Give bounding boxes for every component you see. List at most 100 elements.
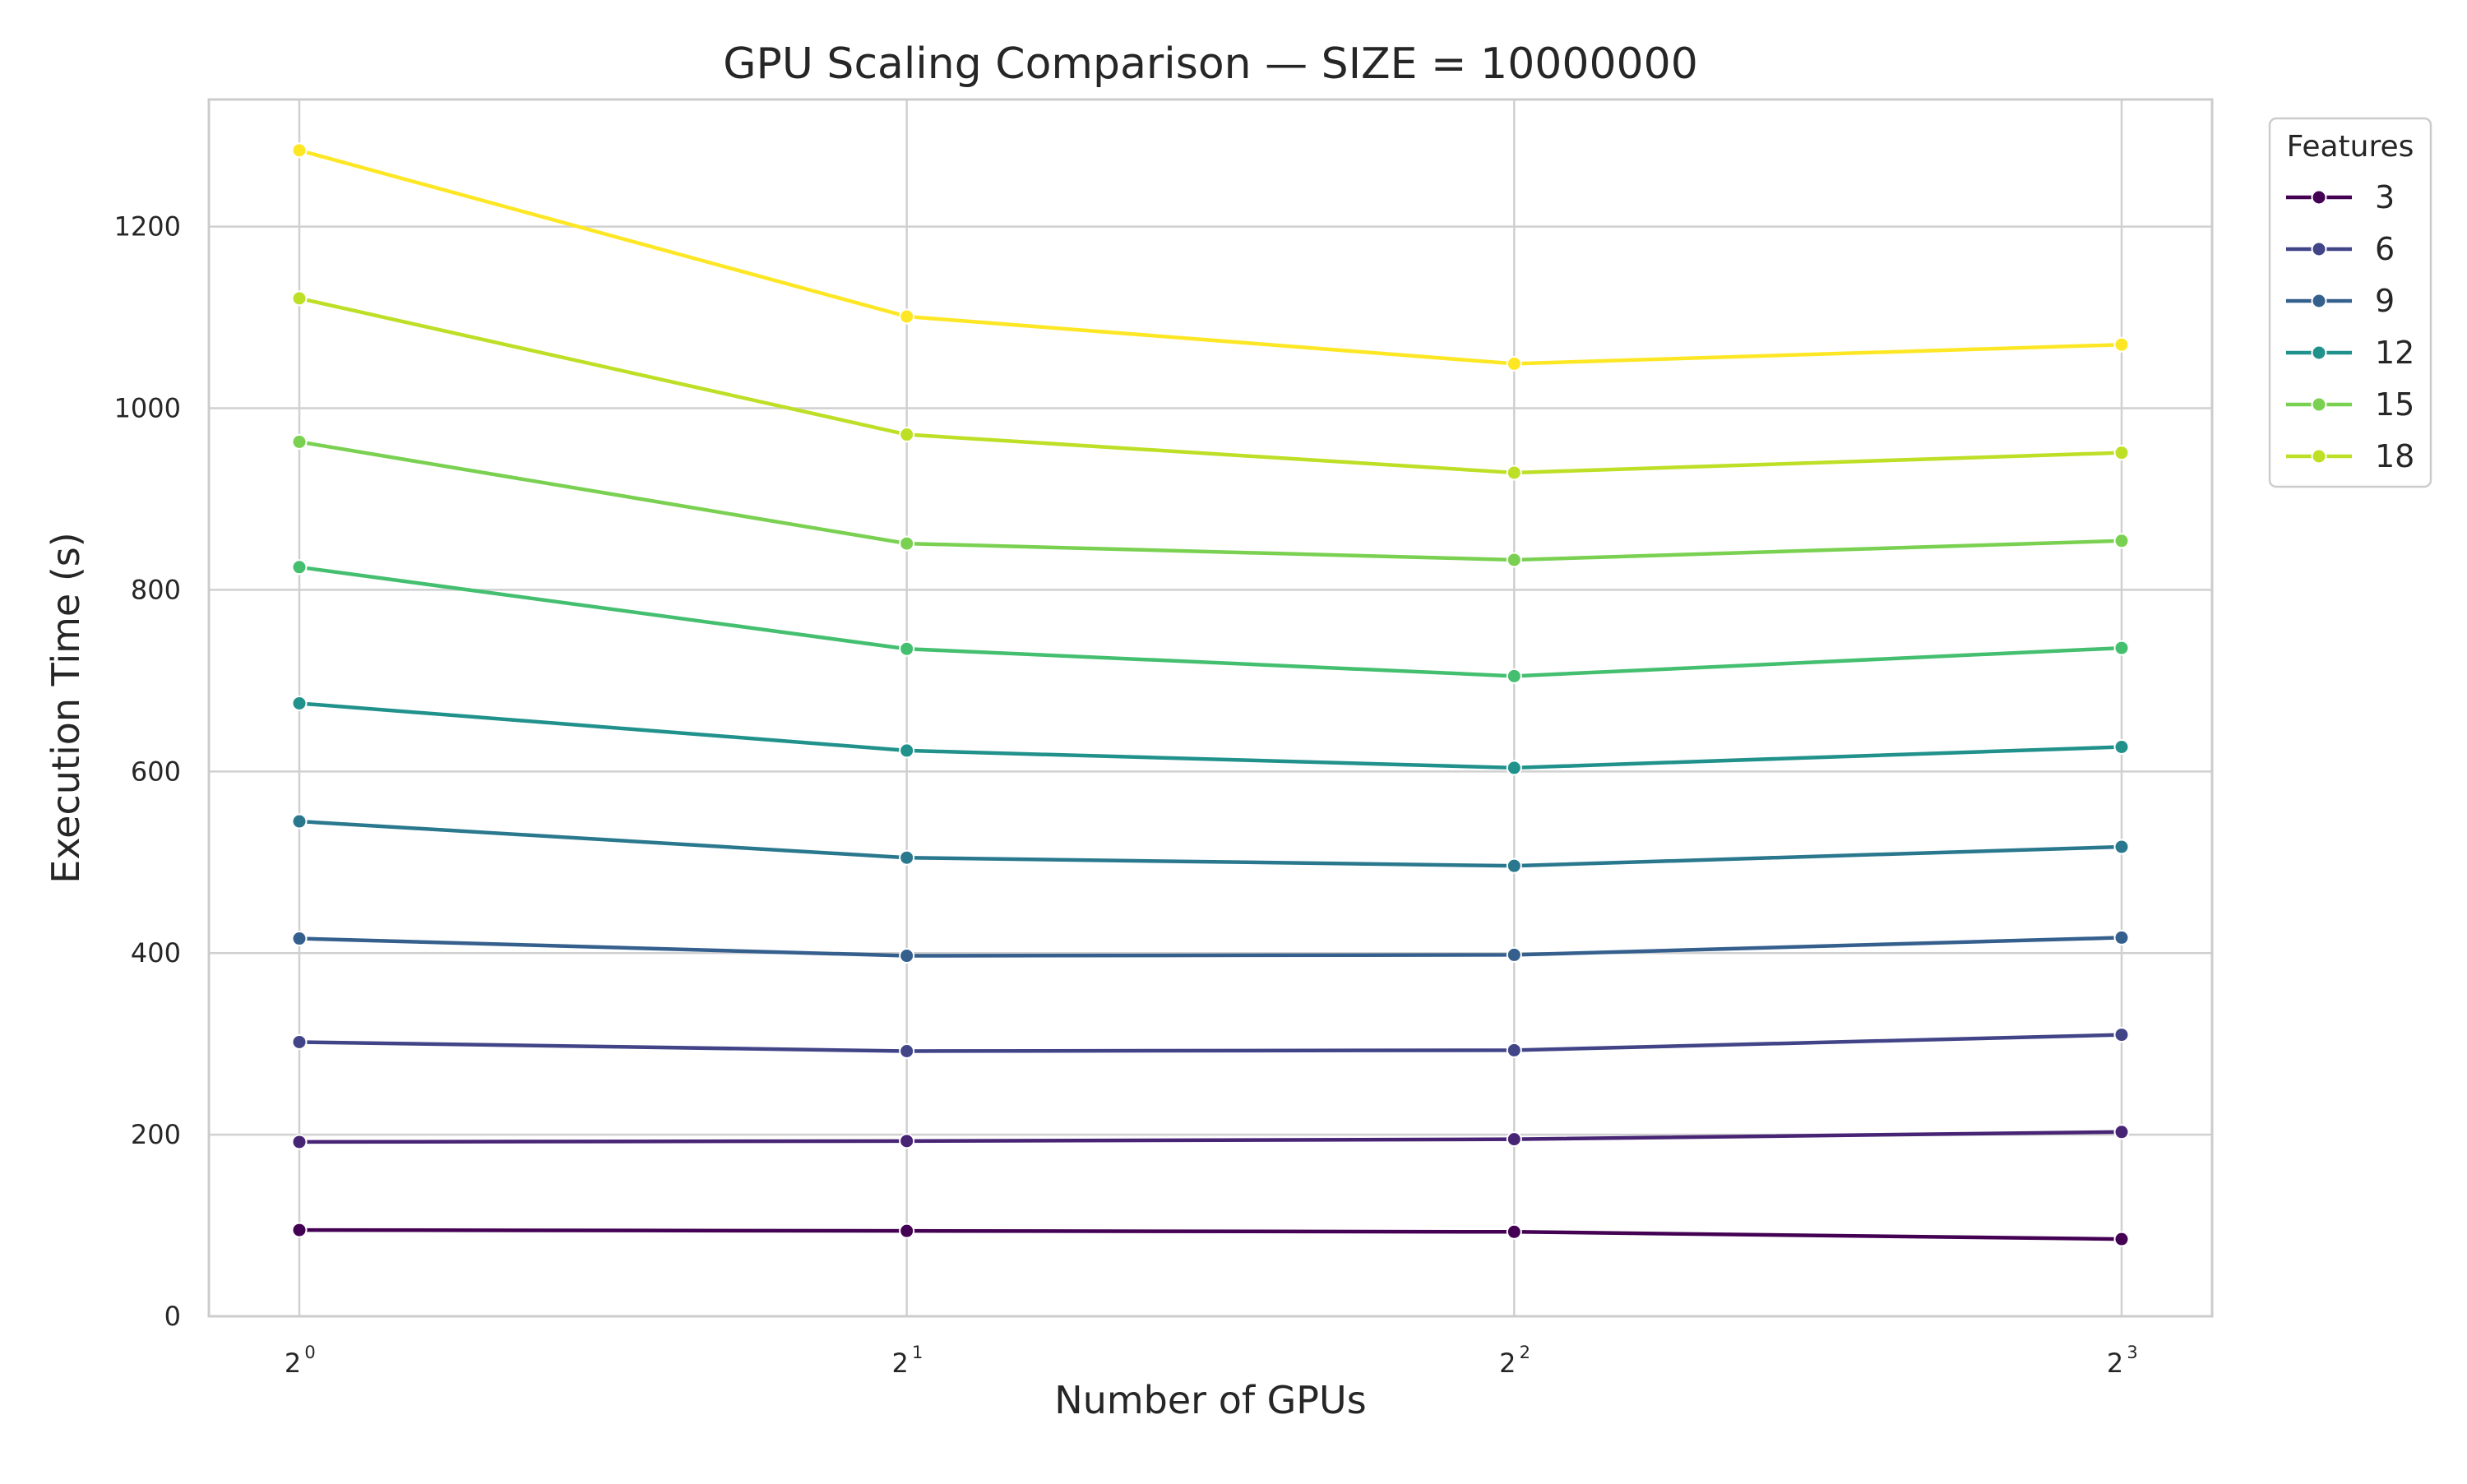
data-point	[1506, 1042, 1522, 1058]
legend-item: 15	[2286, 386, 2414, 423]
data-point	[1506, 668, 1522, 684]
data-point	[899, 849, 915, 866]
legend-swatch-marker	[2311, 293, 2327, 309]
data-point	[899, 640, 915, 657]
y-tick-label: 200	[131, 1119, 181, 1150]
data-point	[291, 559, 308, 576]
legend-title: Features	[2287, 130, 2414, 164]
legend-label: 3	[2375, 179, 2395, 215]
data-point	[2113, 929, 2130, 945]
data-point	[2113, 1027, 2130, 1043]
series-15	[291, 433, 2130, 568]
series-18	[291, 290, 2130, 481]
y-tick-label: 400	[131, 937, 181, 969]
series-unlabeled	[291, 142, 2130, 372]
y-tick-label: 600	[131, 756, 181, 787]
data-point	[1506, 1131, 1522, 1148]
series-9	[291, 929, 2130, 964]
legend-swatch-marker	[2311, 396, 2327, 413]
legend-label: 15	[2375, 386, 2414, 423]
data-point	[1506, 760, 1522, 776]
legend-label: 6	[2375, 231, 2395, 267]
x-axis-label: Number of GPUs	[1054, 1378, 1366, 1422]
x-tick-base: 2	[891, 1348, 908, 1379]
series-line	[299, 819, 2122, 868]
data-point	[2113, 1231, 2130, 1247]
data-point	[291, 1033, 308, 1050]
data-point	[1506, 355, 1522, 372]
data-point	[291, 1222, 308, 1238]
data-point	[899, 308, 915, 325]
legend-item: 12	[2286, 335, 2414, 371]
legend-item: 6	[2286, 231, 2395, 267]
x-tick-exponent: 0	[304, 1343, 315, 1362]
y-tick-label: 1000	[114, 393, 181, 424]
legend-swatch-marker	[2311, 344, 2327, 361]
legend-swatch-marker	[2311, 448, 2327, 465]
data-point	[2113, 1124, 2130, 1140]
legend-item: 3	[2286, 179, 2395, 215]
x-tick-base: 2	[1499, 1348, 1516, 1379]
data-point	[291, 433, 308, 450]
legend-swatch-marker	[2311, 189, 2327, 206]
data-point	[291, 142, 308, 159]
series-line	[299, 1227, 2122, 1241]
x-tick-base: 2	[285, 1348, 301, 1379]
data-point	[2113, 533, 2130, 549]
series-line	[299, 1033, 2122, 1053]
y-tick-label: 800	[131, 574, 181, 605]
data-point	[1506, 1223, 1522, 1240]
series-line	[299, 1130, 2122, 1144]
series-line	[299, 148, 2122, 366]
data-point	[1506, 552, 1522, 568]
x-tick-base: 2	[2107, 1348, 2123, 1379]
data-point	[291, 1134, 308, 1150]
plot-frame	[207, 98, 2214, 1318]
series-unlabeled	[291, 813, 2130, 874]
legend-swatch-marker	[2311, 241, 2327, 257]
y-axis-label: Execution Time (s)	[44, 532, 88, 883]
data-point	[899, 1133, 915, 1149]
x-tick-exponent: 1	[912, 1343, 923, 1362]
data-point	[899, 948, 915, 964]
chart-title: GPU Scaling Comparison — SIZE = 10000000	[723, 39, 1698, 89]
data-point	[1506, 465, 1522, 481]
data-point	[1506, 946, 1522, 963]
series-line	[299, 936, 2122, 958]
data-point	[2113, 336, 2130, 353]
data-point	[291, 290, 308, 307]
legend-item: 18	[2286, 438, 2414, 474]
data-point	[899, 1042, 915, 1059]
data-point	[899, 535, 915, 552]
legend-label: 12	[2375, 335, 2414, 371]
series-line	[299, 565, 2122, 678]
series-12	[291, 695, 2130, 776]
series-3	[291, 1222, 2130, 1247]
data-point	[899, 427, 915, 443]
x-tick-exponent: 2	[1520, 1343, 1530, 1362]
data-point	[899, 742, 915, 759]
data-point	[899, 1223, 915, 1239]
y-tick-label: 0	[164, 1301, 181, 1332]
series-line	[299, 701, 2122, 770]
series-line	[299, 440, 2122, 562]
series-unlabeled	[291, 559, 2130, 684]
legend: Features 3 6 9 12 15 18	[2268, 117, 2432, 488]
data-point	[291, 931, 308, 947]
data-point	[2113, 445, 2130, 461]
data-point	[291, 813, 308, 830]
data-point	[2113, 839, 2130, 855]
data-point	[1506, 858, 1522, 874]
series-6	[291, 1027, 2130, 1059]
legend-item: 9	[2286, 283, 2395, 319]
grid-lines	[209, 99, 2212, 1318]
series-line	[299, 296, 2122, 475]
series-unlabeled	[291, 1124, 2130, 1150]
